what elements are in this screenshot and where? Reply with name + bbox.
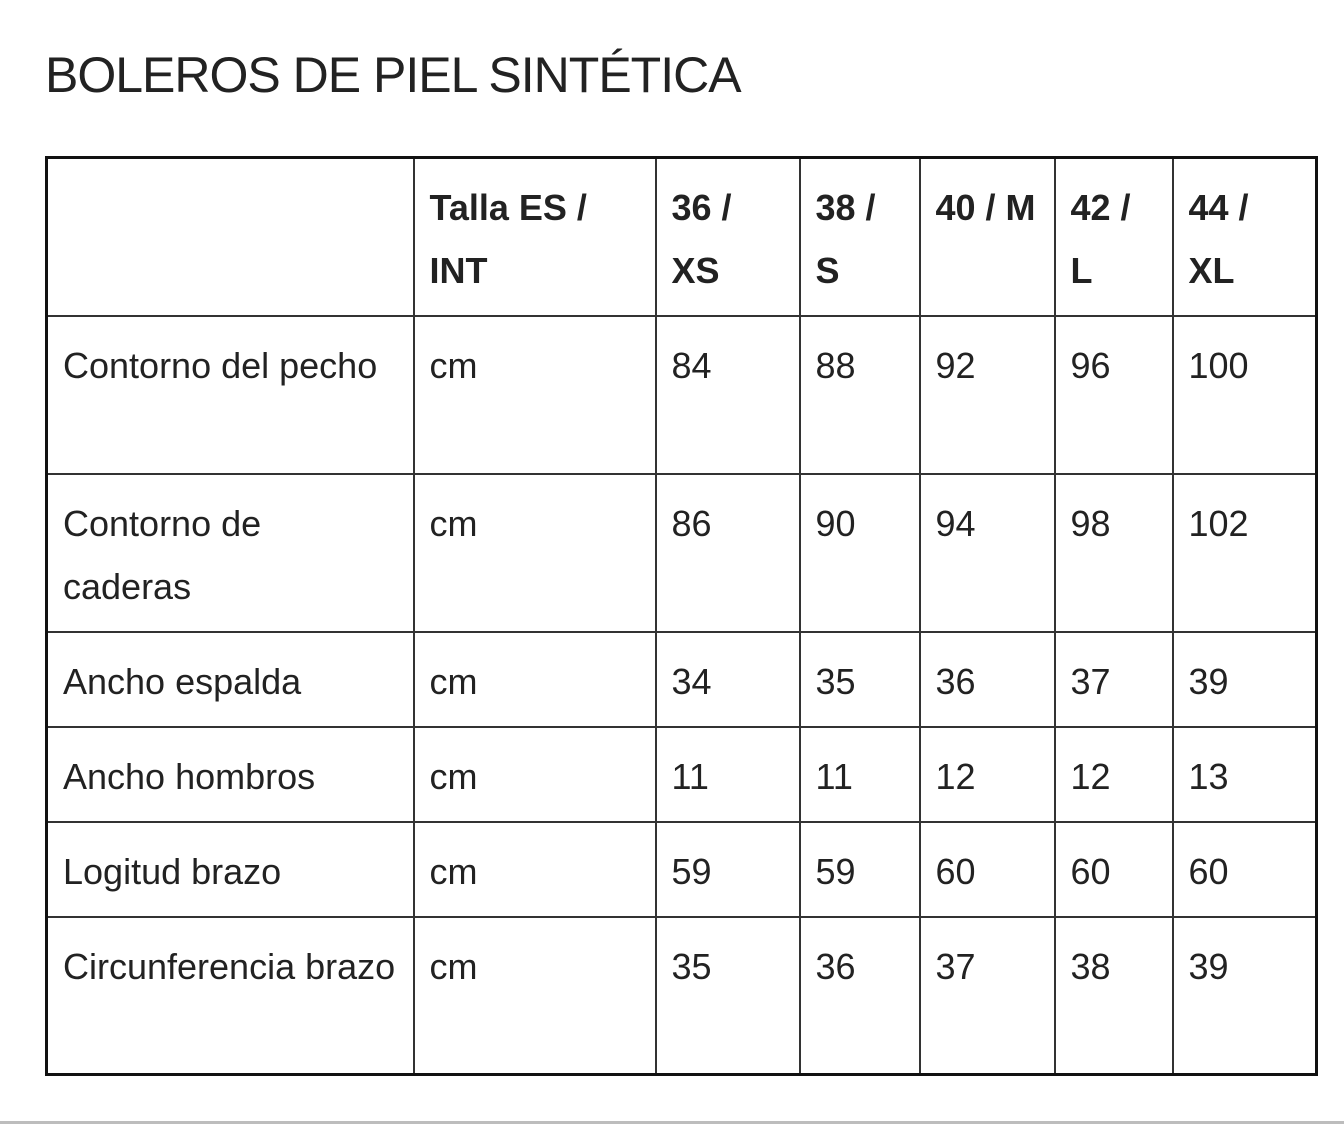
header-cell: Talla ES / INT — [412, 156, 657, 317]
value-cell: 90 — [798, 472, 921, 633]
unit-cell: cm — [412, 820, 657, 918]
value-cell: 12 — [918, 725, 1056, 823]
table-row: Contorno de caderas cm 86 90 94 98 102 — [45, 472, 1318, 633]
value-cell: 34 — [654, 630, 801, 728]
header-cell: 44 / XL — [1171, 156, 1318, 317]
unit-cell: cm — [412, 725, 657, 823]
table-row: Ancho hombros cm 11 11 12 12 13 — [45, 725, 1318, 823]
measurement-label: Contorno de caderas — [45, 472, 415, 633]
value-cell: 11 — [798, 725, 921, 823]
page-title: BOLEROS DE PIEL SINTÉTICA — [45, 47, 742, 103]
header-cell: 42 / L — [1053, 156, 1174, 317]
value-cell: 37 — [918, 915, 1056, 1076]
measurement-label: Ancho hombros — [45, 725, 415, 823]
table-row: Ancho espalda cm 34 35 36 37 39 — [45, 630, 1318, 728]
value-cell: 60 — [1053, 820, 1174, 918]
value-cell: 13 — [1171, 725, 1318, 823]
header-cell: 40 / M — [918, 156, 1056, 317]
value-cell: 102 — [1171, 472, 1318, 633]
unit-cell: cm — [412, 314, 657, 475]
unit-cell: cm — [412, 472, 657, 633]
value-cell: 37 — [1053, 630, 1174, 728]
value-cell: 35 — [654, 915, 801, 1076]
value-cell: 59 — [798, 820, 921, 918]
table-row: Contorno del pecho cm 84 88 92 96 100 — [45, 314, 1318, 475]
value-cell: 100 — [1171, 314, 1318, 475]
value-cell: 11 — [654, 725, 801, 823]
value-cell: 60 — [1171, 820, 1318, 918]
table-header-row: Talla ES / INT 36 / XS 38 / S 40 / M 42 … — [45, 156, 1318, 317]
unit-cell: cm — [412, 630, 657, 728]
value-cell: 98 — [1053, 472, 1174, 633]
header-cell — [45, 156, 415, 317]
table-row: Circunferencia brazo cm 35 36 37 38 39 — [45, 915, 1318, 1076]
header-cell: 36 / XS — [654, 156, 801, 317]
value-cell: 96 — [1053, 314, 1174, 475]
measurement-label: Ancho espalda — [45, 630, 415, 728]
value-cell: 84 — [654, 314, 801, 475]
size-chart-table: Talla ES / INT 36 / XS 38 / S 40 / M 42 … — [45, 156, 1318, 1076]
value-cell: 36 — [798, 915, 921, 1076]
divider — [0, 1121, 1344, 1124]
header-cell: 38 / S — [798, 156, 921, 317]
value-cell: 36 — [918, 630, 1056, 728]
value-cell: 92 — [918, 314, 1056, 475]
value-cell: 88 — [798, 314, 921, 475]
value-cell: 60 — [918, 820, 1056, 918]
measurement-label: Contorno del pecho — [45, 314, 415, 475]
measurement-label: Logitud brazo — [45, 820, 415, 918]
table-row: Logitud brazo cm 59 59 60 60 60 — [45, 820, 1318, 918]
unit-cell: cm — [412, 915, 657, 1076]
value-cell: 59 — [654, 820, 801, 918]
measurement-label: Circunferencia brazo — [45, 915, 415, 1076]
value-cell: 39 — [1171, 915, 1318, 1076]
value-cell: 39 — [1171, 630, 1318, 728]
value-cell: 94 — [918, 472, 1056, 633]
value-cell: 38 — [1053, 915, 1174, 1076]
value-cell: 35 — [798, 630, 921, 728]
value-cell: 86 — [654, 472, 801, 633]
value-cell: 12 — [1053, 725, 1174, 823]
